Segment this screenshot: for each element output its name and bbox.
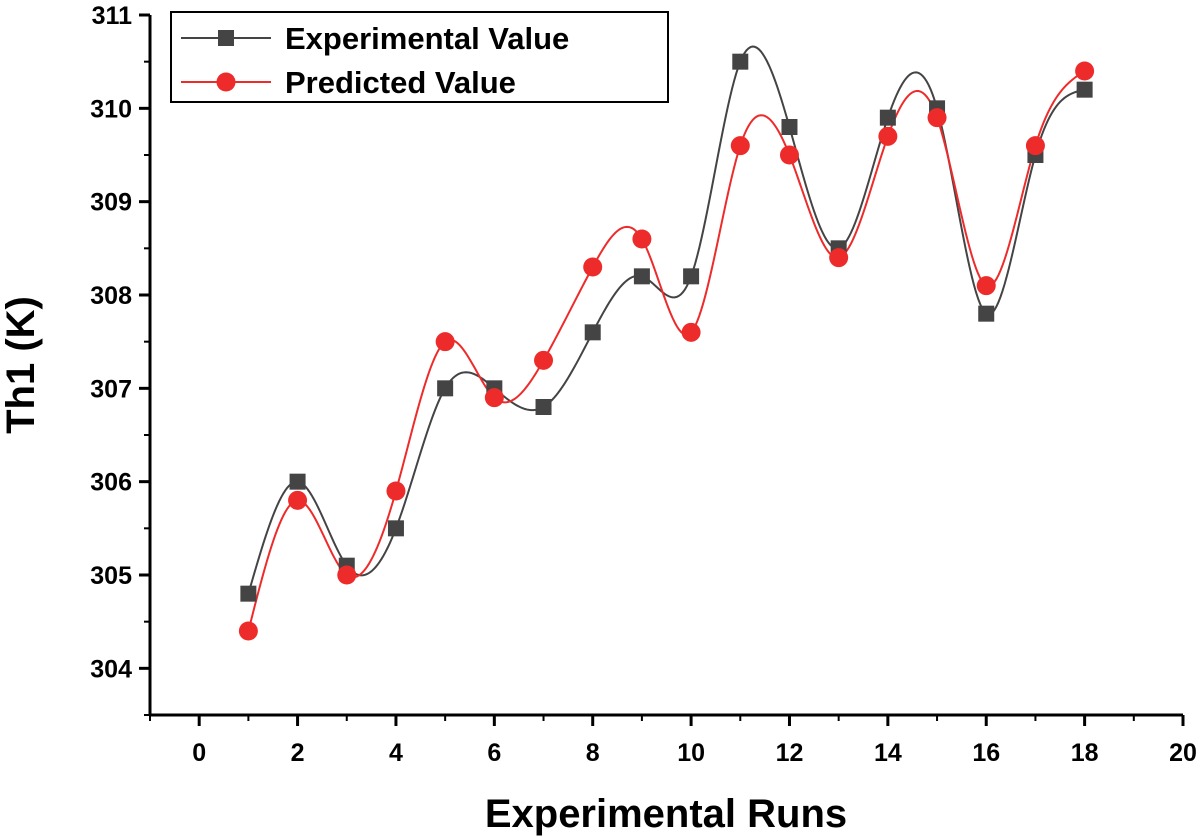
predicted-point [1025,136,1045,156]
x-axis-title: Experimental Runs [485,792,847,836]
predicted-point [484,388,504,408]
series-line-predicted [247,70,1086,632]
experimental-point [781,119,798,135]
legend-marker-predicted [216,72,236,92]
x-tick-label: 0 [192,739,206,767]
predicted-point [337,565,357,585]
predicted-point [238,621,258,641]
experimental-point [732,53,749,70]
experimental-point [683,268,700,285]
predicted-point [976,276,996,296]
predicted-point [829,248,849,268]
predicted-point [1075,61,1095,81]
x-tick-label: 16 [972,739,1000,767]
legend: Experimental Value Predicted Value [170,11,669,103]
x-tick-label: 18 [1071,739,1099,767]
y-axis-title: Th1 (K) [0,296,43,434]
series-line-experimental [247,45,1085,594]
x-tick-label: 2 [291,739,305,767]
predicted-point [632,229,652,249]
predicted-point [878,126,898,146]
experimental-point [633,268,650,285]
legend-label-predicted: Predicted Value [285,65,516,100]
experimental-point [289,473,306,490]
predicted-point [288,490,308,510]
predicted-point [927,108,947,128]
experimental-point [584,324,601,341]
x-tick-label: 14 [874,739,902,767]
predicted-point [386,481,406,501]
y-tick-label: 306 [90,469,132,497]
predicted-point [583,257,603,277]
experimental-point [387,520,404,537]
predicted-point [435,332,455,352]
experimental-point [437,380,454,397]
predicted-point [730,136,750,156]
experimental-point [240,585,257,602]
axes [139,13,1185,726]
x-tick-label: 12 [776,739,804,767]
predicted-point [779,145,799,165]
y-tick-label: 307 [90,375,132,403]
x-tick-label: 20 [1169,739,1197,767]
legend-label-experimental: Experimental Value [285,21,569,56]
x-tick-label: 6 [487,739,501,767]
predicted-point [534,350,554,370]
experimental-point [535,399,552,415]
legend-marker-experimental [218,30,234,46]
y-tick-label: 310 [90,95,132,123]
tick-labels: 0 2 4 6 8 10 12 14 16 18 20 304 305 306 307 308 309 310 31… [90,2,1197,767]
y-tick-label: 304 [90,655,132,683]
experimental-point [879,109,896,126]
x-tick-label: 4 [389,739,403,767]
predicted-point [681,322,701,342]
experimental-point [978,305,995,322]
legend-box [170,11,669,103]
y-tick-label: 311 [92,2,132,30]
x-tick-label: 8 [586,739,600,767]
experimental-point [1076,81,1093,98]
y-tick-label: 308 [90,282,132,310]
y-tick-label: 305 [90,562,132,590]
x-tick-label: 10 [677,739,705,767]
series-curves [247,45,1086,632]
y-tick-label: 309 [90,189,132,217]
series-markers [238,53,1095,641]
